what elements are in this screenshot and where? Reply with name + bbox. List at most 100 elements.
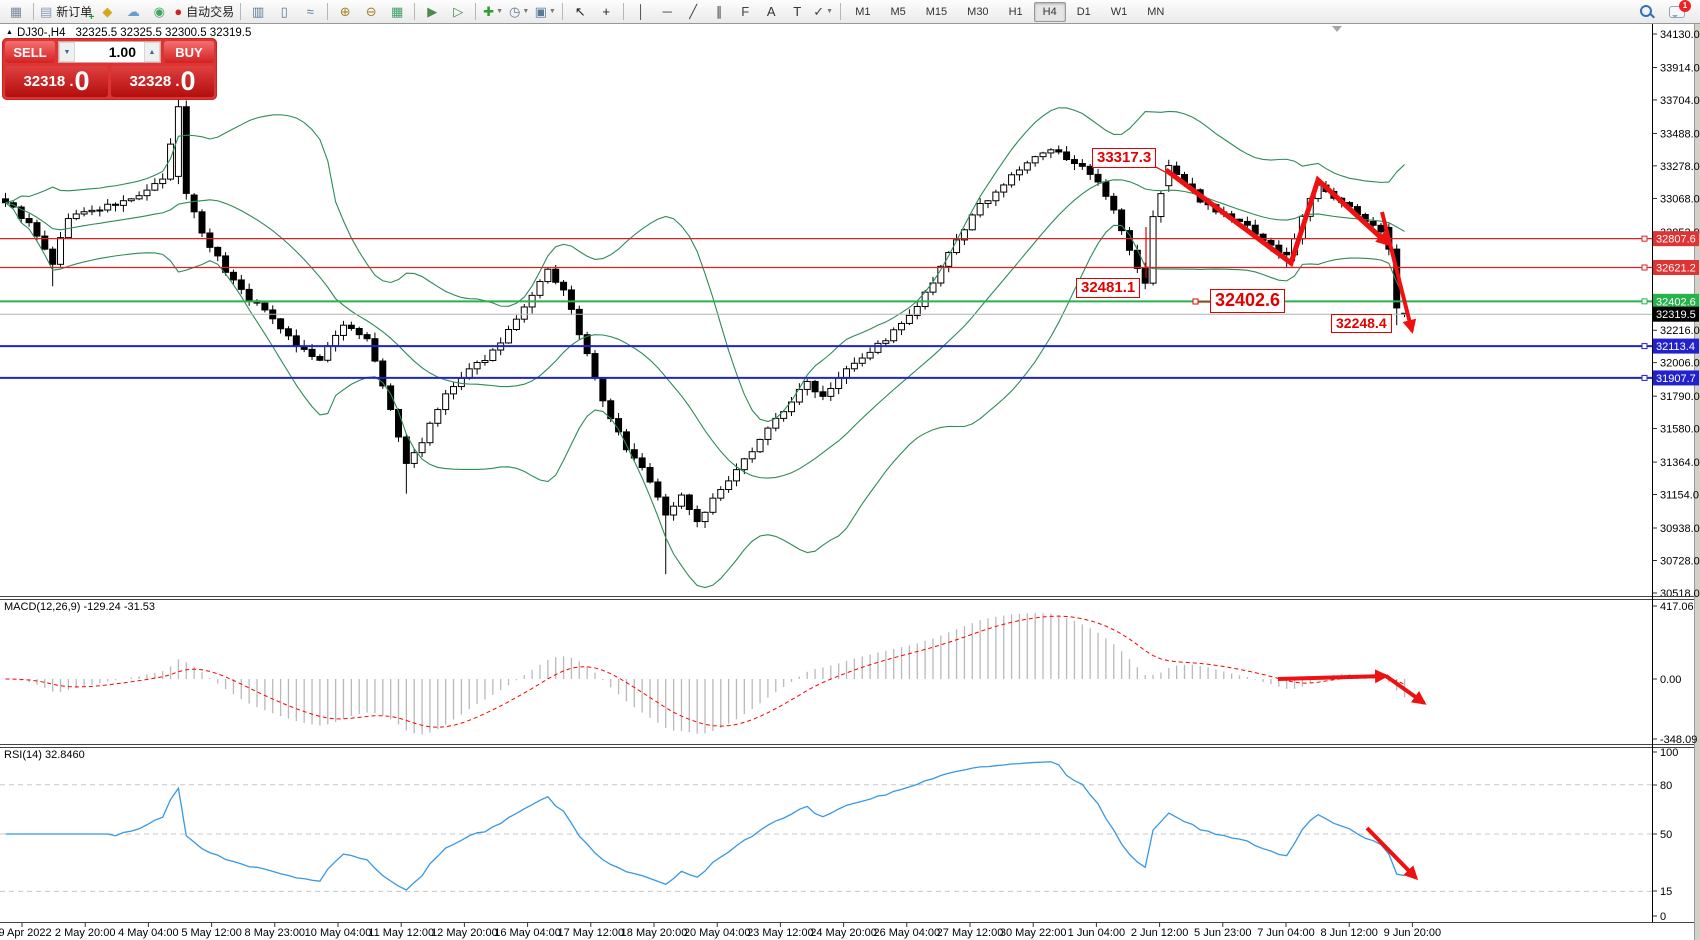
- auto-scroll-icon[interactable]: ▶: [419, 2, 445, 22]
- timeframe-button-mn[interactable]: MN: [1147, 5, 1165, 18]
- line-chart-icon: ≈: [306, 4, 314, 19]
- timeframe-button-d1[interactable]: D1: [1076, 5, 1091, 18]
- svg-text:30518.0: 30518.0: [1660, 588, 1700, 600]
- autotrading-button-label: 自动交易: [186, 5, 235, 19]
- templates-icon[interactable]: ▣ ▼: [532, 2, 558, 22]
- svg-text:16 May 04:00: 16 May 04:00: [494, 927, 561, 939]
- timeframe-button-w1[interactable]: W1: [1110, 5, 1128, 18]
- bollinger-bands: [5, 107, 1406, 589]
- bar-chart-icon: ▥: [252, 3, 265, 19]
- vertical-line-icon: │: [637, 4, 646, 19]
- svg-text:11 May 12:00: 11 May 12:00: [368, 927, 434, 939]
- svg-text:30 May 22:00: 30 May 22:00: [1000, 927, 1067, 939]
- tile-windows-icon[interactable]: ▦: [384, 2, 410, 22]
- svg-text:32216.0: 32216.0: [1660, 325, 1700, 337]
- toolbar-separator: [623, 3, 625, 20]
- svg-text:15: 15: [1660, 886, 1672, 898]
- horizontal-line-icon[interactable]: ─: [654, 2, 680, 22]
- svg-text:31580.0: 31580.0: [1660, 424, 1700, 436]
- market-watch-icon[interactable]: ◆: [94, 2, 120, 22]
- price-label-33317[interactable]: 33317.3: [1092, 148, 1157, 168]
- svg-text:33488.0: 33488.0: [1660, 128, 1700, 140]
- trend-arrows[interactable]: [1164, 167, 1427, 881]
- vertical-line-icon[interactable]: │: [628, 2, 654, 22]
- bar-chart-icon[interactable]: ▥: [245, 2, 271, 22]
- horizontal-lines[interactable]: [0, 235, 1652, 381]
- red-arrow[interactable]: [1384, 674, 1427, 705]
- fibonacci-icon[interactable]: F: [732, 2, 758, 22]
- buy-price-display[interactable]: 32328 .0: [111, 66, 214, 97]
- chart-shift-icon[interactable]: ▷: [445, 2, 471, 22]
- cursor-icon: ↖: [574, 3, 586, 19]
- timeframe-button-m15[interactable]: M15: [925, 5, 948, 18]
- rsi-pane[interactable]: [0, 761, 1652, 892]
- price-label-32248[interactable]: 32248.4: [1331, 314, 1392, 333]
- plus-overlay-icon: +: [88, 11, 95, 23]
- svg-text:23 May 12:00: 23 May 12:00: [747, 927, 814, 939]
- indicators-icon[interactable]: ✚ ▼: [480, 2, 506, 22]
- svg-text:5 Jun 23:00: 5 Jun 23:00: [1194, 927, 1252, 939]
- volume-value[interactable]: 1.00: [108, 44, 136, 60]
- svg-text:80: 80: [1660, 780, 1672, 792]
- svg-text:32621.2: 32621.2: [1656, 263, 1696, 275]
- zoom-out-icon[interactable]: ⊖: [358, 2, 384, 22]
- chart-window-icon: ▦: [9, 3, 23, 19]
- candles-layer: [2, 95, 1409, 575]
- mql5-community-icon[interactable]: ☁: [120, 2, 146, 22]
- red-arrow[interactable]: [1380, 211, 1417, 334]
- svg-text:12 May 20:00: 12 May 20:00: [431, 927, 498, 939]
- new-order-button[interactable]: ▤ + 新订单: [38, 2, 95, 23]
- buy-button[interactable]: BUY: [164, 41, 214, 63]
- timeframe-button-m1[interactable]: M1: [855, 5, 871, 18]
- svg-text:417.06: 417.06: [1660, 601, 1694, 613]
- main-toolbar: ▦ ▤ + 新订单 ◆ ☁ ◉ ● 自动交易 ▥ ▯ ≈ ⊕ ⊖ ▦ ▶ ▷ ✚ ▼ ◷ ▼ ▣ ▼ ↖ + │ ─ ╱ ∥ F A T ✓ ▼ M…: [0, 0, 1700, 24]
- macd-pane[interactable]: [5, 613, 1406, 735]
- timeframe-button-m30[interactable]: M30: [967, 5, 989, 18]
- price-label-32481[interactable]: 32481.1: [1076, 278, 1141, 298]
- price-label-32402[interactable]: 32402.6: [1210, 289, 1286, 313]
- pane-collapse-icon[interactable]: [1332, 26, 1342, 32]
- line-chart-icon[interactable]: ≈: [297, 2, 323, 22]
- chart-window-icon[interactable]: ▦: [3, 2, 29, 22]
- trendline-icon[interactable]: ╱: [680, 2, 706, 22]
- volume-increase-button[interactable]: ▲: [144, 42, 160, 62]
- svg-text:2 May 20:00: 2 May 20:00: [55, 927, 116, 939]
- new-order-button: ▤: [40, 3, 53, 19]
- chevron-down-icon: ▼: [496, 8, 504, 15]
- timeframe-button-m5[interactable]: M5: [890, 5, 906, 18]
- red-arrow[interactable]: [1164, 167, 1391, 268]
- sell-button[interactable]: SELL: [5, 41, 55, 63]
- volume-decrease-button[interactable]: ▼: [59, 42, 75, 62]
- candlestick-chart-icon[interactable]: ▯: [271, 2, 297, 22]
- notification-count-badge: 1: [1679, 0, 1691, 12]
- tile-windows-icon: ▦: [391, 3, 404, 19]
- crosshair-icon: +: [602, 4, 610, 19]
- autotrading-button: ●: [174, 4, 183, 19]
- timeframe-button-h1[interactable]: H1: [1008, 5, 1023, 18]
- svg-text:32113.4: 32113.4: [1656, 341, 1695, 353]
- red-arrow[interactable]: [1277, 669, 1389, 684]
- macd-scale[interactable]: 417.06 0.00 -348.09: [1652, 601, 1697, 746]
- autotrading-button[interactable]: ● 自动交易: [172, 2, 236, 22]
- crosshair-icon[interactable]: +: [593, 2, 619, 22]
- sell-price-display[interactable]: 32318 .0: [5, 66, 108, 97]
- text-icon[interactable]: A: [758, 2, 784, 22]
- arrows-icon[interactable]: ✓ ▼: [810, 2, 836, 22]
- cursor-icon[interactable]: ↖: [567, 2, 593, 22]
- svg-text:32807.6: 32807.6: [1656, 234, 1696, 246]
- candlestick-chart-icon: ▯: [280, 3, 288, 19]
- text-label-icon[interactable]: T: [784, 2, 810, 22]
- zoom-in-icon[interactable]: ⊕: [332, 2, 358, 22]
- periods-icon[interactable]: ◷ ▼: [506, 2, 532, 22]
- notifications-icon[interactable]: 1: [1669, 0, 1691, 20]
- equidistant-channel-icon[interactable]: ∥: [706, 2, 732, 22]
- price-scale[interactable]: 34130.0 33914.0 33704.0 33488.0 33278.0 33068…: [1652, 29, 1700, 600]
- signals-icon[interactable]: ◉: [146, 2, 172, 22]
- red-arrow[interactable]: [1365, 826, 1419, 881]
- timeframe-button-h4[interactable]: H4: [1033, 1, 1066, 22]
- search-icon[interactable]: [1639, 4, 1655, 20]
- rsi-scale[interactable]: 100 80 50 15 0: [1652, 747, 1678, 923]
